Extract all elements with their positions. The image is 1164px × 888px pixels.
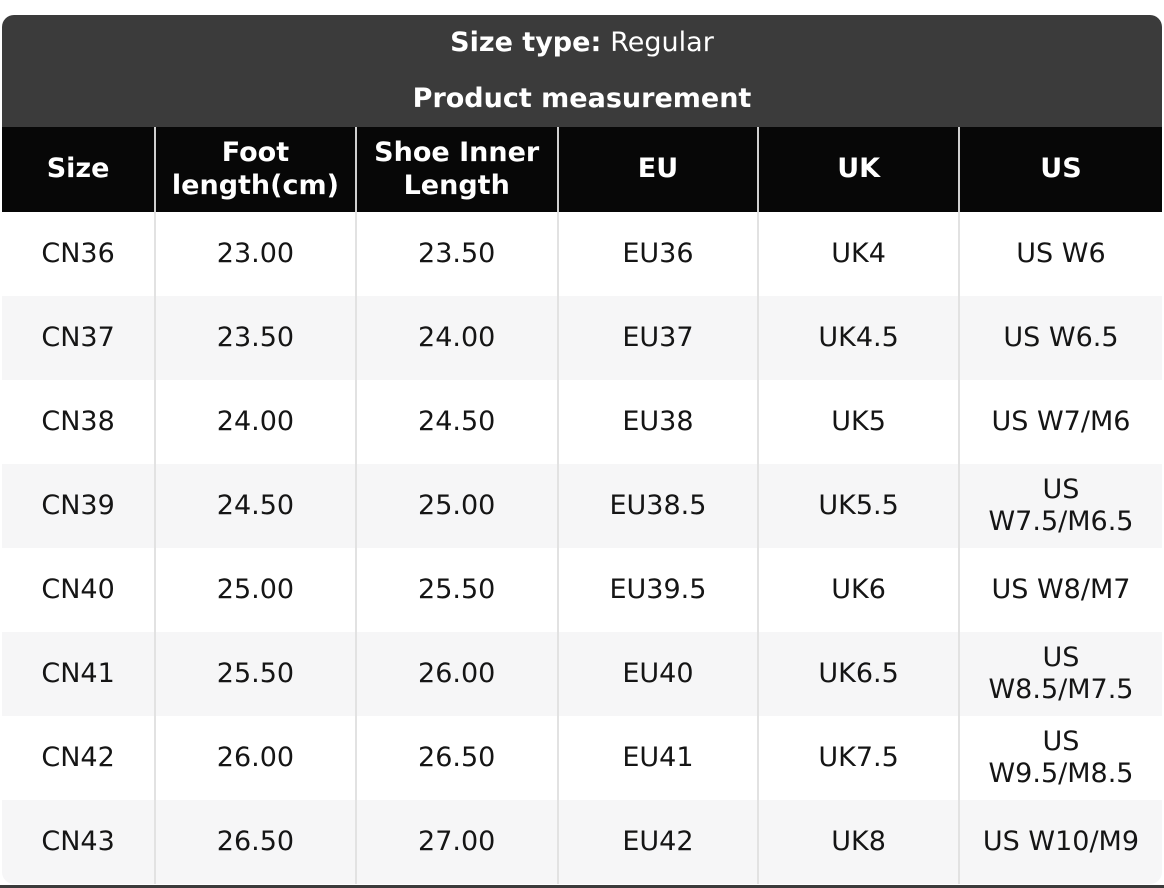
table-cell: US W9.5/M8.5 xyxy=(958,716,1162,800)
column-header-uk: UK xyxy=(758,127,960,212)
table-cell: CN41 xyxy=(2,632,157,716)
table-body: CN36 23.00 23.50 EU36 UK4 US W6 CN37 23.50 24.00… xyxy=(2,212,1162,884)
table-cell: UK7.5 xyxy=(758,716,960,800)
table-cell: UK4.5 xyxy=(758,296,960,380)
column-header-size: Size xyxy=(2,127,157,212)
table-cell: CN37 xyxy=(2,296,157,380)
size-chart-card: Size type: Regular Product measurement Si… xyxy=(2,15,1162,884)
table-row: CN42 26.00 26.50 EU41 UK7.5 US W9.5/M8.5 xyxy=(2,716,1162,800)
table-cell: EU36 xyxy=(557,212,760,296)
table-row: CN38 24.00 24.50 EU38 UK5 US W7/M6 xyxy=(2,380,1162,464)
table-cell: EU42 xyxy=(557,800,760,884)
table-cell: US W8.5/M7.5 xyxy=(958,632,1162,716)
table-cell: 26.00 xyxy=(355,632,559,716)
table-cell: 23.00 xyxy=(155,212,357,296)
table-cell: CN38 xyxy=(2,380,157,464)
table-cell: CN43 xyxy=(2,800,157,884)
next-section-edge xyxy=(0,885,1164,888)
table-cell: UK6 xyxy=(758,548,960,632)
table-cell: CN39 xyxy=(2,464,157,548)
column-header-eu: EU xyxy=(557,127,760,212)
product-measurement-title: Product measurement xyxy=(412,83,752,114)
table-cell: EU39.5 xyxy=(557,548,760,632)
table-cell: CN36 xyxy=(2,212,157,296)
table-row: CN40 25.00 25.50 EU39.5 UK6 US W8/M7 xyxy=(2,548,1162,632)
table-header-row: Size Foot length(cm) Shoe Inner Length E… xyxy=(2,127,1162,212)
table-cell: 23.50 xyxy=(155,296,357,380)
table-cell: 27.00 xyxy=(355,800,559,884)
table-cell: US W7.5/M6.5 xyxy=(958,464,1162,548)
table-cell: US W6.5 xyxy=(958,296,1162,380)
table-cell: UK5.5 xyxy=(758,464,960,548)
table-cell: 25.50 xyxy=(355,548,559,632)
table-cell: EU40 xyxy=(557,632,760,716)
table-cell: EU38 xyxy=(557,380,760,464)
size-type-label: Size type: xyxy=(450,26,602,58)
table-cell: 25.00 xyxy=(355,464,559,548)
table-row: CN39 24.50 25.00 EU38.5 UK5.5 US W7.5/M6.5 xyxy=(2,464,1162,548)
table-cell: 26.50 xyxy=(155,800,357,884)
table-row: CN43 26.50 27.00 EU42 UK8 US W10/M9 xyxy=(2,800,1162,884)
table-cell: UK8 xyxy=(758,800,960,884)
table-cell: 24.50 xyxy=(355,380,559,464)
table-cell: CN40 xyxy=(2,548,157,632)
table-cell: EU37 xyxy=(557,296,760,380)
table-cell: 25.50 xyxy=(155,632,357,716)
table-row: CN36 23.00 23.50 EU36 UK4 US W6 xyxy=(2,212,1162,296)
table-header: Size Foot length(cm) Shoe Inner Length E… xyxy=(2,127,1162,212)
size-type-line: Size type: Regular xyxy=(450,27,714,59)
table-cell: EU41 xyxy=(557,716,760,800)
table-cell: UK6.5 xyxy=(758,632,960,716)
table-cell: US W7/M6 xyxy=(958,380,1162,464)
table-row: CN41 25.50 26.00 EU40 UK6.5 US W8.5/M7.5 xyxy=(2,632,1162,716)
table-cell: US W6 xyxy=(958,212,1162,296)
table-cell: 24.00 xyxy=(155,380,357,464)
column-header-us: US xyxy=(958,127,1162,212)
size-chart-banner: Size type: Regular Product measurement xyxy=(2,15,1162,127)
size-table: Size Foot length(cm) Shoe Inner Length E… xyxy=(2,127,1162,884)
size-type-value: Regular xyxy=(610,26,714,58)
table-cell: 25.00 xyxy=(155,548,357,632)
table-cell: US W10/M9 xyxy=(958,800,1162,884)
table-cell: UK4 xyxy=(758,212,960,296)
table-cell: 23.50 xyxy=(355,212,559,296)
column-header-foot-length: Foot length(cm) xyxy=(155,127,357,212)
table-cell: 24.00 xyxy=(355,296,559,380)
column-header-shoe-inner-length: Shoe Inner Length xyxy=(355,127,559,212)
table-cell: 24.50 xyxy=(155,464,357,548)
table-cell: 26.50 xyxy=(355,716,559,800)
table-cell: UK5 xyxy=(758,380,960,464)
table-row: CN37 23.50 24.00 EU37 UK4.5 US W6.5 xyxy=(2,296,1162,380)
table-cell: EU38.5 xyxy=(557,464,760,548)
table-cell: CN42 xyxy=(2,716,157,800)
table-cell: US W8/M7 xyxy=(958,548,1162,632)
table-cell: 26.00 xyxy=(155,716,357,800)
